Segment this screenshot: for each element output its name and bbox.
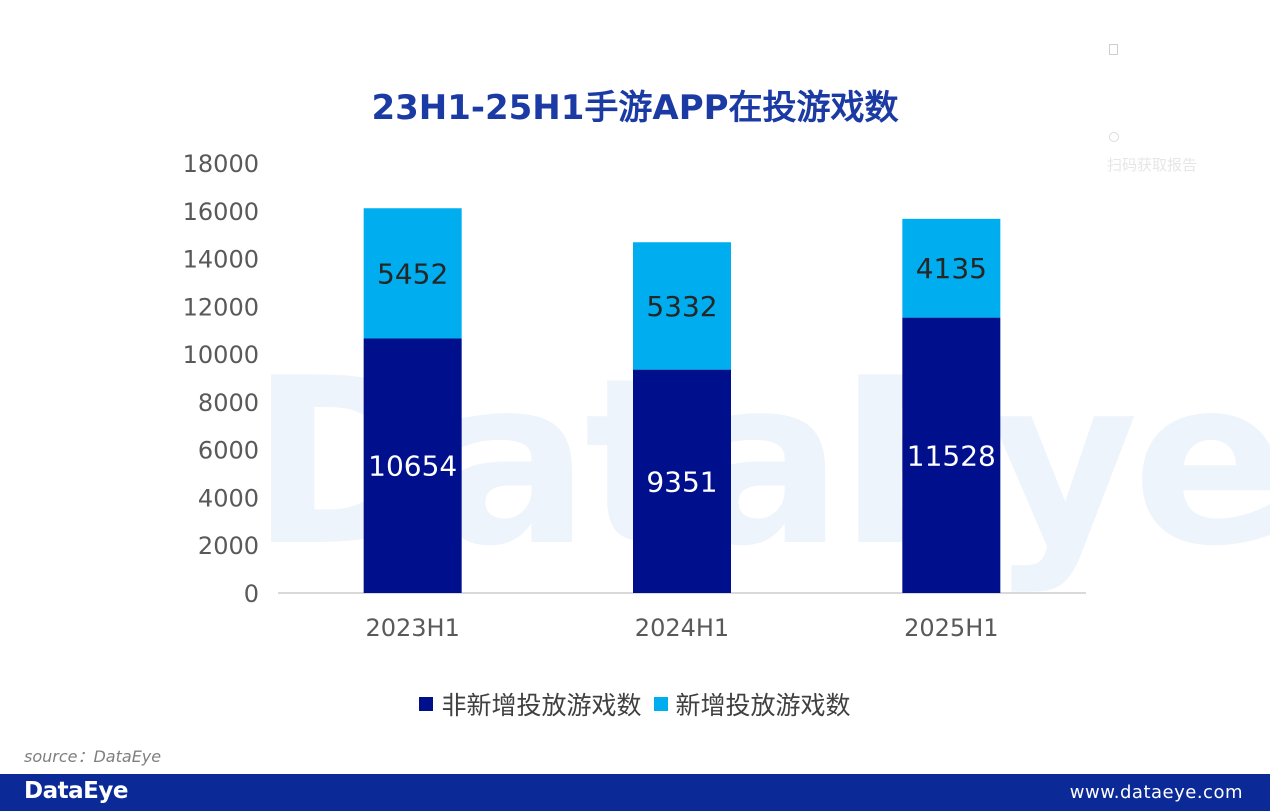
qr-hint-icon [1109, 132, 1119, 142]
y-tick-label: 2000 [198, 532, 259, 560]
bar-segment [363, 338, 462, 593]
corner-icon [1109, 44, 1118, 55]
y-tick-label: 4000 [198, 484, 259, 512]
stacked-bar-chart: 18000 16000 14000 12000 10000 8000 6000 4000 200… [183, 150, 1086, 642]
data-label: 5332 [646, 290, 717, 323]
source-note: source：DataEye [24, 747, 162, 766]
legend-item-series-1: 非新增投放游戏数 [419, 686, 642, 722]
x-tick-label: 2023H1 [365, 614, 459, 642]
legend-item-series-2: 新增投放游戏数 [653, 686, 851, 722]
data-label: 4135 [916, 252, 987, 285]
footer-bar: DataEye www.dataeye.com [0, 774, 1270, 811]
bar-segment [633, 242, 731, 370]
bar-segment [363, 208, 462, 339]
y-tick-label: 0 [244, 580, 259, 608]
y-tick-label: 8000 [198, 389, 259, 417]
y-tick-label: 18000 [183, 150, 259, 178]
x-tick-label: 2024H1 [635, 614, 729, 642]
data-label: 11528 [907, 439, 996, 472]
y-tick-label: 14000 [183, 246, 259, 274]
legend-label: 新增投放游戏数 [675, 691, 851, 720]
legend-label: 非新增投放游戏数 [441, 691, 642, 720]
y-axis: 18000 16000 14000 12000 10000 8000 6000 4000 200… [183, 150, 259, 608]
y-tick-label: 16000 [183, 198, 259, 226]
bar-segment [902, 218, 1001, 318]
bar-segment [902, 317, 1001, 593]
legend-swatch-dark-blue [419, 697, 434, 711]
legend: 非新增投放游戏数 新增投放游戏数 [0, 686, 1270, 722]
bar-segment [633, 369, 731, 593]
data-label: 5452 [377, 257, 448, 290]
data-label: 10654 [368, 450, 457, 483]
y-tick-label: 10000 [183, 341, 259, 369]
legend-swatch-light-blue [653, 697, 668, 711]
chart-title: 23H1-25H1手游APP在投游戏数 [371, 88, 899, 128]
x-tick-label: 2025H1 [904, 614, 998, 642]
data-label: 9351 [646, 465, 717, 498]
footer-logo: DataEye [24, 778, 128, 804]
y-tick-label: 6000 [198, 437, 259, 465]
bars: 10654 5452 9351 5332 11528 4135 [363, 208, 1001, 593]
footer-url[interactable]: www.dataeye.com [1069, 782, 1243, 803]
qr-hint-text: 扫码获取报告 [1107, 156, 1198, 174]
x-axis: 2023H1 2024H1 2025H1 [365, 614, 998, 642]
y-tick-label: 12000 [183, 293, 259, 321]
